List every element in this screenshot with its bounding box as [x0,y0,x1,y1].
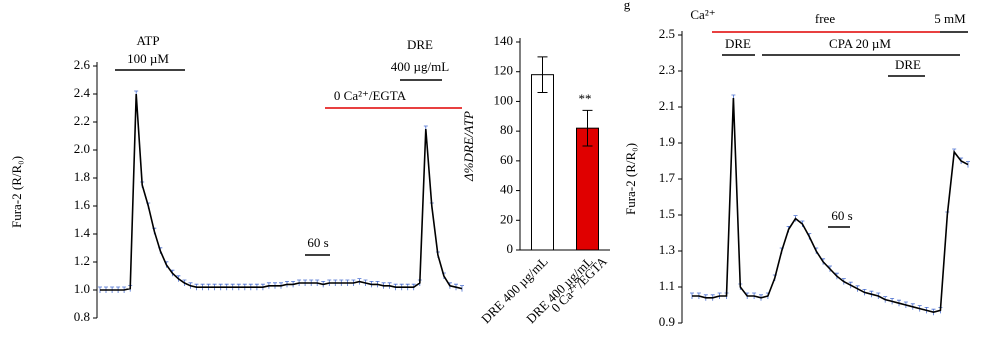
annotation: 400 µg/mL [391,59,449,74]
error-bar [537,56,548,94]
annotation: Ca²⁺ [690,7,715,22]
y-tick-label: 40 [500,182,513,197]
y-tick-label: 1.6 [74,197,91,212]
y-tick-label: 20 [500,211,513,226]
annotation: 0 Ca²⁺/EGTA [334,88,407,103]
y-tick-label: 100 [494,92,514,107]
annotation: DRE [725,36,751,51]
y-tick-label: 60 [500,152,513,167]
annotation: CPA 20 µM [829,36,891,51]
error-tick [98,90,464,293]
y-tick-label: 80 [500,122,513,137]
annotation: g [624,0,631,12]
y-tick-label: 1.9 [659,134,675,149]
annotation: ** [579,91,592,106]
trace [100,93,463,291]
y-tick-label: 2.4 [74,85,91,100]
annotation: ATP [136,33,159,48]
y-axis-label: Δ%DRE/ATP [461,111,476,182]
y-tick-label: 0 [507,241,514,256]
y-tick-label: 140 [494,33,514,48]
annotation: free [815,11,835,26]
y-axis-label: Fura-2 (R/R₀) [623,143,638,215]
y-tick-label: 1.3 [659,242,675,257]
y-tick-label: 2.2 [74,113,90,128]
y-tick-label: 0.8 [74,309,90,324]
y-tick-label: 1.4 [74,225,91,240]
y-tick-label: 1.0 [74,281,90,296]
y-axis-label: Fura-2 (R/R₀) [9,156,24,228]
y-tick-label: 0.9 [659,314,675,329]
y-tick-label: 2.5 [659,26,675,41]
bar [531,74,554,251]
y-tick-label: 2.1 [659,98,675,113]
annotation: 60 s [307,235,328,250]
y-tick-label: 1.2 [74,253,90,268]
y-tick-label: 2.0 [74,141,90,156]
annotation: 100 µM [127,51,169,66]
trace [692,97,969,314]
y-tick-label: 1.1 [659,278,675,293]
y-tick-label: 2.6 [74,57,91,72]
y-tick-label: 2.3 [659,62,675,77]
y-tick-label: 1.7 [659,170,676,185]
y-tick-label: 120 [494,63,514,78]
annotation: DRE [407,37,433,52]
annotation: DRE [895,57,921,72]
annotation: 60 s [831,208,852,223]
y-tick-label: 1.5 [659,206,675,221]
y-tick-label: 1.8 [74,169,90,184]
error-bar [582,109,593,147]
annotation: 5 mM [934,11,966,26]
